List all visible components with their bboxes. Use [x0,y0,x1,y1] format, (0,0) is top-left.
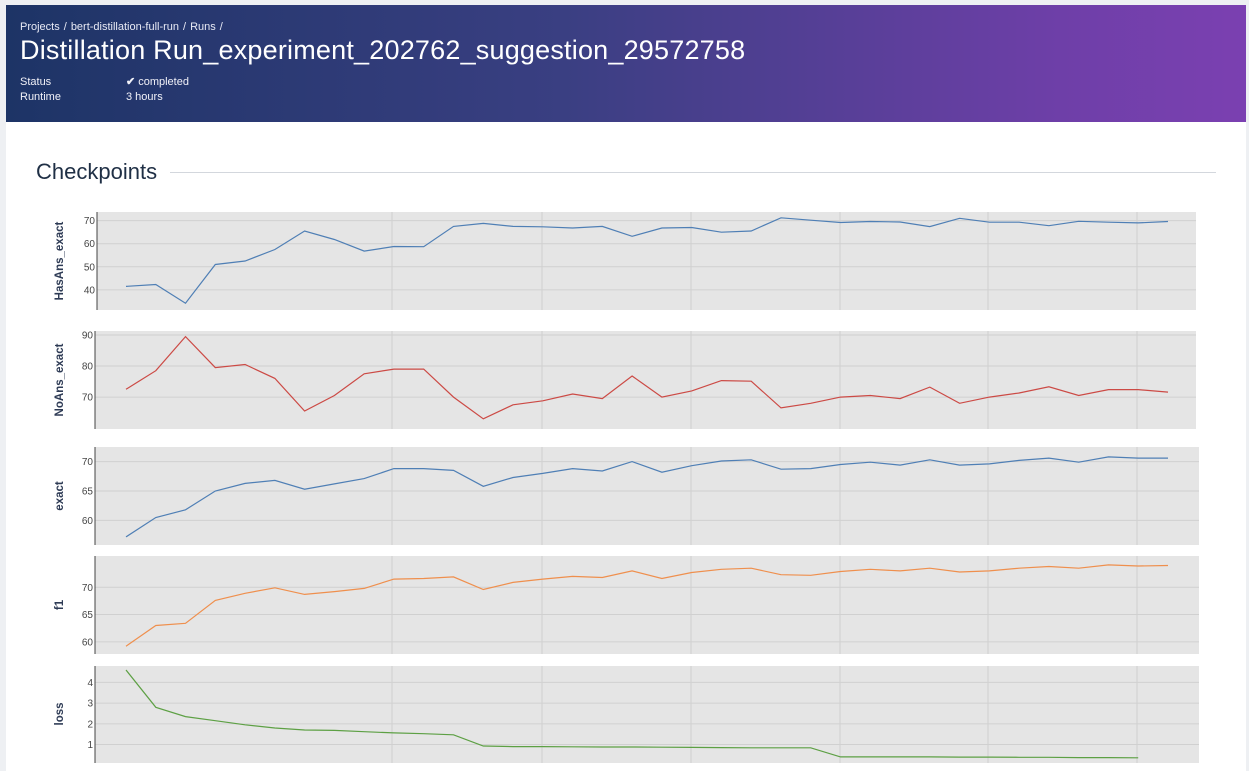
page-title: Distillation Run_experiment_202762_sugge… [20,35,746,65]
y-tick-label: 4 [87,678,93,689]
runtime-row: Runtime 3 hours [20,91,163,103]
y-tick-label: 65 [82,610,94,621]
check-icon: ✔ [126,76,136,88]
series-line [125,456,1168,538]
y-tick-label: 40 [84,285,96,296]
runtime-label: Runtime [20,91,61,103]
series-line [125,564,1169,647]
plot-area [95,666,1199,763]
plot-area [95,447,1199,545]
breadcrumb-separator: / [183,21,187,33]
y-tick-label: 70 [82,457,94,468]
status-value: completed [138,76,189,88]
status-row: Status ✔ completed [20,75,189,88]
chart-f1: 60 65 70 f1 [54,556,1199,654]
chart-noans-exact: 70 80 90 NoAns_exact [54,331,1196,429]
y-tick-label: 2 [87,719,93,730]
chart-hasans-exact: 40 50 60 70 HasAns_exact [54,212,1196,310]
y-tick-label: 60 [82,637,94,648]
status-label: Status [20,76,52,88]
y-tick-label: 60 [84,239,96,250]
breadcrumb-separator: / [63,21,67,33]
section-divider [170,172,1216,173]
y-tick-label: 90 [82,331,94,342]
y-axis-label: exact [54,481,66,511]
y-tick-label: 70 [84,216,96,227]
breadcrumb-project[interactable]: bert-distillation-full-run [70,21,180,33]
y-tick-label: 60 [82,516,94,527]
series-line [125,669,1139,759]
series-line [125,217,1169,304]
plot-area [95,556,1199,654]
y-tick-label: 1 [87,740,93,751]
breadcrumb-projects[interactable]: Projects [20,21,60,33]
y-tick-label: 65 [82,487,94,498]
breadcrumb-separator: / [219,21,223,33]
chart-exact: 60 65 70 exact [54,447,1199,545]
runtime-value: 3 hours [126,91,163,103]
chart-loss: 1 2 3 4 loss [54,666,1199,763]
plot-area [97,212,1196,310]
y-axis-label: HasAns_exact [54,222,66,301]
y-tick-label: 80 [82,362,94,373]
y-axis-label: NoAns_exact [54,343,66,416]
y-tick-label: 3 [87,699,93,710]
run-header: Projects / bert-distillation-full-run / Runs… [6,5,1246,122]
y-axis-label: loss [54,702,66,725]
series-line [125,335,1169,420]
breadcrumb: Projects / bert-distillation-full-run / Runs… [20,21,227,33]
y-axis-label: f1 [54,599,66,610]
y-tick-label: 70 [82,583,94,594]
section-title: Checkpoints [36,159,170,185]
breadcrumb-runs[interactable]: Runs [190,21,216,33]
y-tick-label: 70 [82,393,94,404]
plot-area [95,331,1196,429]
y-tick-label: 50 [84,262,96,273]
